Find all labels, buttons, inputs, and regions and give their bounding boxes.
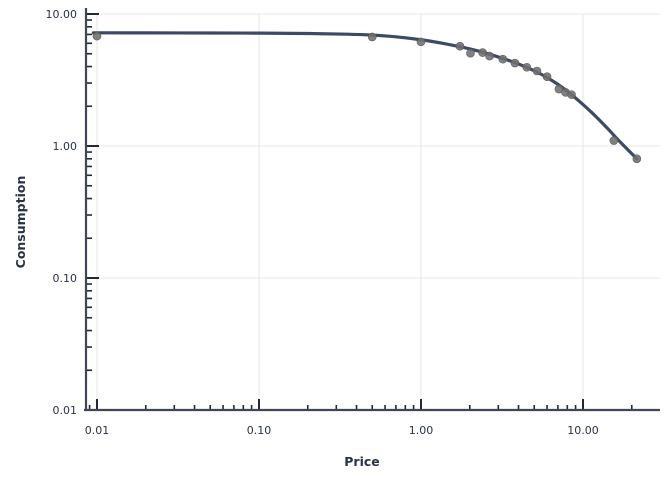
data-point bbox=[485, 51, 494, 61]
x-tick-label: 0.01 bbox=[85, 424, 110, 437]
axis-spines-group bbox=[84, 8, 660, 412]
data-point bbox=[542, 72, 552, 81]
data-point bbox=[455, 41, 465, 51]
data-point bbox=[92, 31, 102, 41]
data-point bbox=[478, 48, 487, 57]
data-point bbox=[609, 136, 619, 145]
x-tick-label: 10.00 bbox=[567, 424, 599, 437]
y-tick-label: 10.00 bbox=[46, 8, 78, 21]
data-points-group bbox=[92, 31, 642, 164]
data-point bbox=[522, 62, 532, 72]
x-tick-label: 0.10 bbox=[247, 424, 272, 437]
x-major-ticks-group bbox=[96, 399, 584, 410]
data-point bbox=[498, 54, 508, 64]
y-tick-label: 0.01 bbox=[53, 404, 78, 417]
data-point bbox=[532, 66, 542, 76]
data-point bbox=[510, 58, 520, 68]
gridlines-group bbox=[86, 13, 660, 411]
x-tick-label: 1.00 bbox=[409, 424, 434, 437]
data-point bbox=[567, 90, 576, 99]
data-point bbox=[632, 154, 642, 164]
fitted-curve-group bbox=[91, 31, 639, 161]
data-point bbox=[466, 48, 475, 58]
y-tick-label: 1.00 bbox=[53, 140, 78, 153]
y-tick-labels-group: 0.01 0.10 1.00 10.00 bbox=[46, 8, 78, 417]
data-point bbox=[416, 37, 426, 47]
y-tick-label: 0.10 bbox=[53, 272, 78, 285]
y-axis-title: Consumption bbox=[13, 176, 28, 269]
fitted-curve bbox=[91, 31, 639, 161]
data-point bbox=[367, 32, 377, 42]
x-axis-title: Price bbox=[344, 454, 380, 469]
x-tick-labels-group: 0.01 0.10 1.00 10.00 bbox=[85, 424, 599, 437]
